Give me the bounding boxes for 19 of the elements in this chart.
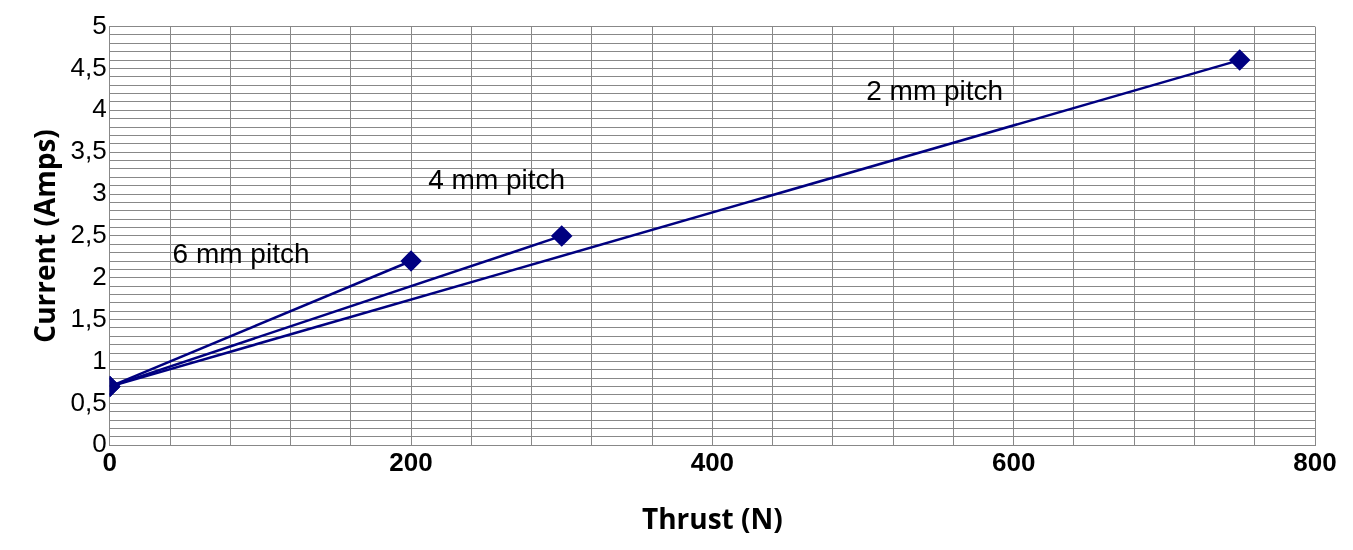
- y-tick-label: 4: [92, 93, 107, 124]
- y-tick-label: 3: [92, 177, 107, 208]
- x-tick-label: 800: [1293, 446, 1337, 477]
- series-label: 4 mm pitch: [428, 163, 566, 195]
- y-tick-label: 0,5: [70, 386, 107, 417]
- x-axis-title: Thrust (N): [641, 499, 783, 538]
- y-tick-label: 2: [92, 260, 107, 291]
- y-tick-label: 1,5: [70, 302, 107, 333]
- x-tick-label: 600: [991, 446, 1036, 477]
- y-tick-label: 1: [92, 344, 107, 375]
- series-label: 6 mm pitch: [172, 237, 310, 269]
- y-tick-label: 3,5: [70, 135, 107, 166]
- x-tick-label: 200: [389, 446, 433, 477]
- x-tick-label: 400: [690, 446, 735, 477]
- y-tick-label: 4,5: [70, 51, 107, 82]
- series-label: 2 mm pitch: [866, 74, 1004, 106]
- y-tick-label: 2,5: [70, 219, 107, 250]
- y-tick-label: 5: [92, 9, 107, 40]
- y-axis-title: Current (Amps): [24, 129, 63, 343]
